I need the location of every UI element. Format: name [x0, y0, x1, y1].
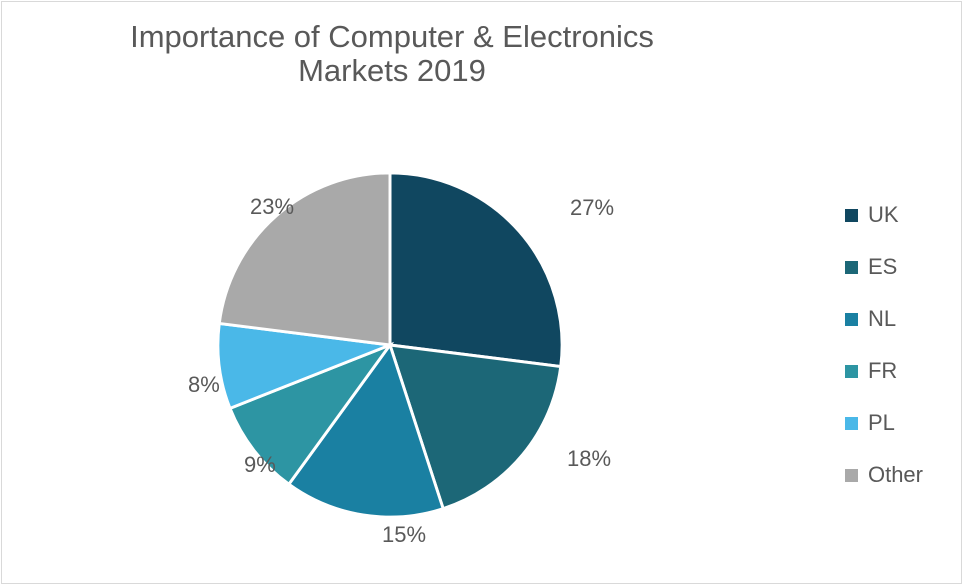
legend-swatch-icon: [845, 313, 858, 326]
legend-label: UK: [868, 202, 899, 228]
legend-label: NL: [868, 306, 896, 332]
legend-label: PL: [868, 410, 895, 436]
legend-item-es: ES: [845, 254, 923, 280]
pie-slice-uk: [390, 173, 562, 367]
chart-title-line2: Markets 2019: [2, 54, 782, 88]
legend-swatch-icon: [845, 417, 858, 430]
data-label-es: 18%: [567, 446, 611, 472]
legend-item-other: Other: [845, 462, 923, 488]
legend: UK ES NL FR PL Other: [845, 202, 923, 488]
legend-label: FR: [868, 358, 897, 384]
legend-label: ES: [868, 254, 897, 280]
legend-item-uk: UK: [845, 202, 923, 228]
chart-container: Importance of Computer & Electronics Mar…: [1, 1, 962, 584]
data-label-fr: 9%: [244, 452, 276, 478]
data-label-nl: 15%: [382, 522, 426, 548]
chart-title-line1: Importance of Computer & Electronics: [2, 20, 782, 54]
legend-item-nl: NL: [845, 306, 923, 332]
legend-swatch-icon: [845, 365, 858, 378]
data-label-pl: 8%: [188, 372, 220, 398]
legend-label: Other: [868, 462, 923, 488]
legend-swatch-icon: [845, 261, 858, 274]
legend-swatch-icon: [845, 209, 858, 222]
legend-swatch-icon: [845, 469, 858, 482]
legend-item-fr: FR: [845, 358, 923, 384]
pie-slice-other: [219, 173, 390, 345]
data-label-uk: 27%: [570, 195, 614, 221]
chart-title: Importance of Computer & Electronics Mar…: [2, 20, 782, 88]
legend-item-pl: PL: [845, 410, 923, 436]
data-label-other: 23%: [250, 194, 294, 220]
